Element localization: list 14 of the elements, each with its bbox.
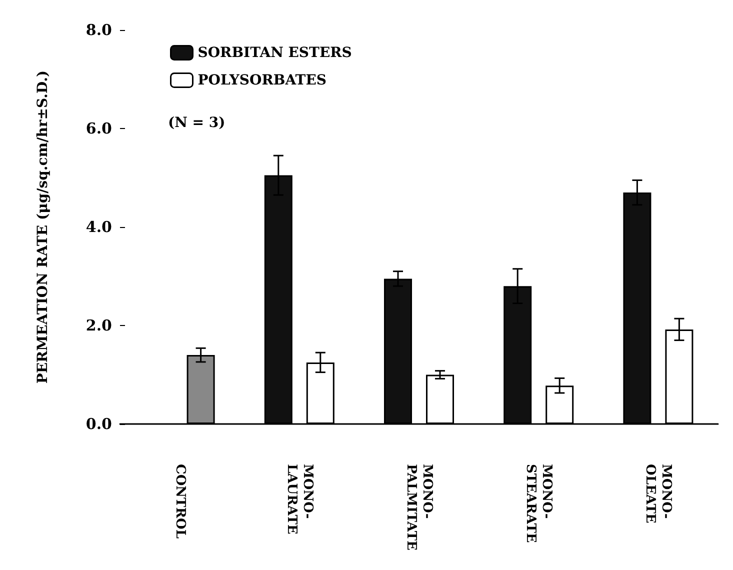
y-axis-title: PERMEATION RATE (μg/sq.cm/hr±S.D.): [35, 70, 51, 384]
x-tick-label: MONO-STEARATE: [523, 464, 554, 543]
y-tick-label: 8.0: [86, 21, 112, 39]
x-tick-label: MONO-OLEATE: [642, 464, 674, 524]
x-tick-label: CONTROL: [172, 464, 188, 538]
y-tick-label: 2.0: [86, 316, 112, 334]
y-tick-label: 4.0: [86, 218, 112, 236]
y-tick-label: 0.0: [86, 415, 112, 433]
legend-label: POLYSORBATES: [198, 72, 326, 88]
x-tick-label: MONO-PALMITATE: [404, 464, 434, 551]
x-tick-label: MONO-LAURATE: [284, 464, 315, 534]
y-tick-label: 6.0: [86, 120, 112, 138]
annotation: (N = 3): [168, 115, 226, 131]
legend-label: SORBITAN ESTERS: [198, 44, 352, 61]
